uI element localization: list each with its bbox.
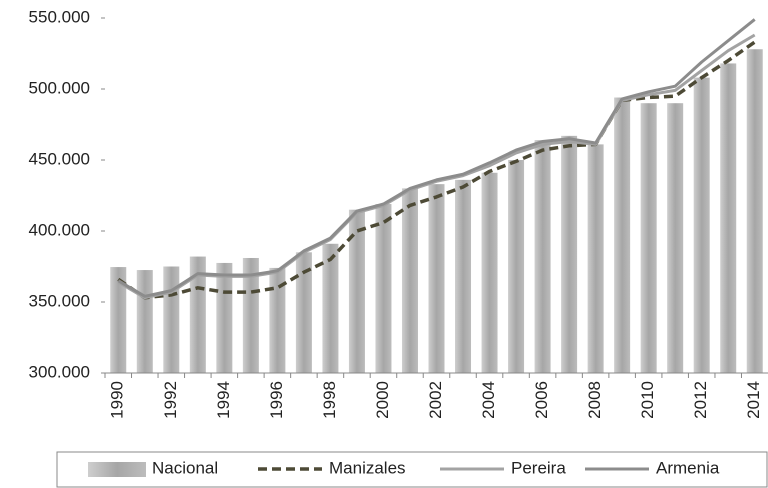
bar	[720, 63, 737, 373]
x-tick-label: 2002	[426, 381, 445, 419]
line	[117, 18, 756, 298]
bar	[455, 179, 472, 373]
y-tick-label: 450.000	[29, 149, 90, 168]
x-tick-label: 1996	[267, 381, 286, 419]
legend-label: Pereira	[511, 458, 566, 477]
legend-label: Nacional	[152, 458, 218, 477]
bar	[110, 267, 127, 373]
x-tick-label: 2006	[532, 381, 551, 419]
bar	[269, 267, 286, 373]
bar	[667, 103, 684, 373]
bar	[348, 209, 365, 373]
bar	[375, 204, 392, 373]
bar	[481, 172, 498, 373]
bar	[693, 77, 710, 373]
y-tick-label: 300.000	[29, 362, 90, 381]
x-tick-label: 1994	[214, 381, 233, 419]
bar	[508, 160, 525, 373]
legend-label: Armenia	[656, 458, 720, 477]
bar	[640, 103, 657, 373]
bar	[614, 97, 631, 374]
bar	[746, 49, 763, 374]
bar	[163, 266, 180, 373]
x-tick-label: 2008	[585, 381, 604, 419]
bar	[428, 184, 445, 373]
y-tick-label: 550.000	[29, 7, 90, 26]
x-tick-label: 2004	[479, 381, 498, 419]
legend-box	[56, 451, 768, 488]
x-tick-label: 2010	[638, 381, 657, 419]
legend-label: Manizales	[329, 458, 406, 477]
x-tick-label: 2000	[373, 381, 392, 419]
bar	[242, 257, 259, 373]
bar	[216, 262, 233, 373]
x-tick-label: 1998	[320, 381, 339, 419]
bar	[534, 140, 551, 373]
x-tick-label: 1992	[161, 381, 180, 419]
bar	[189, 256, 206, 373]
bar	[561, 135, 578, 373]
x-tick-label: 2014	[744, 381, 763, 419]
y-tick-label: 400.000	[29, 220, 90, 239]
x-tick-label: 2012	[691, 381, 710, 419]
bar	[587, 144, 604, 373]
bar	[295, 252, 312, 373]
bar	[322, 243, 339, 373]
y-tick-label: 500.000	[29, 78, 90, 97]
y-tick-label: 350.000	[29, 291, 90, 310]
x-tick-label: 1990	[108, 381, 127, 419]
line	[117, 40, 756, 300]
bar	[136, 270, 153, 373]
bar	[401, 188, 418, 373]
legend-swatch	[88, 462, 146, 477]
